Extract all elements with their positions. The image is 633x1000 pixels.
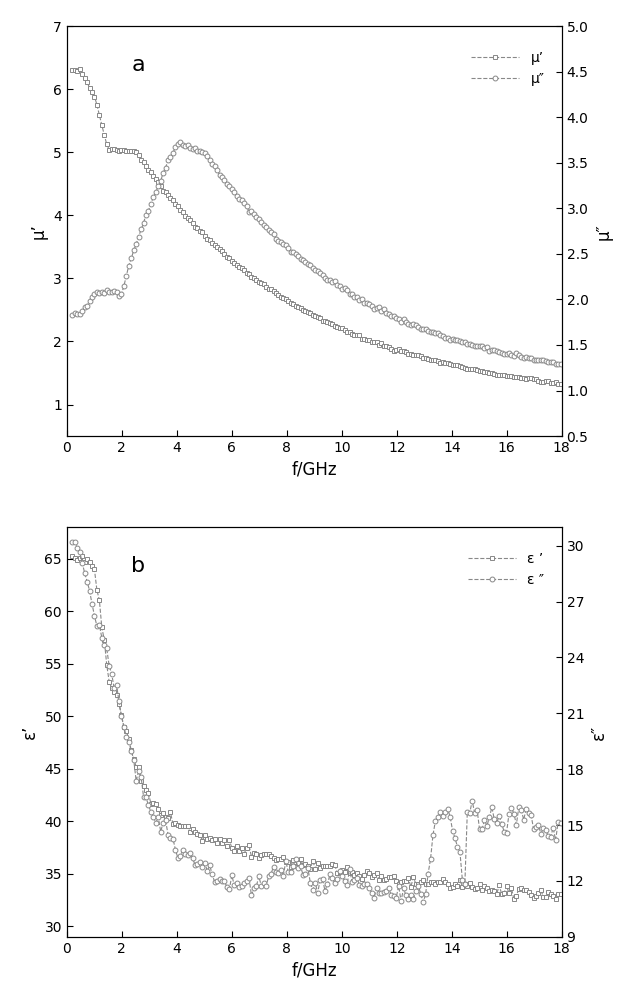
Y-axis label: μ″: μ″ [594,223,612,240]
Legend: μ’, μ″: μ’, μ″ [465,46,550,92]
ε ’ [160,807,167,819]
ε ″ [98,632,106,644]
μ″ [557,358,565,370]
ε ’ [68,550,76,562]
Line: ε ″: ε ″ [70,540,563,905]
μ’ [517,372,525,384]
μ″ [98,286,106,298]
ε ″ [199,861,206,873]
ε ″ [557,817,565,829]
ε ’ [510,893,518,905]
Line: μ’: μ’ [70,67,563,387]
X-axis label: f/GHz: f/GHz [292,961,337,979]
μ″ [552,358,560,370]
ε ’ [557,888,565,900]
Y-axis label: ε″: ε″ [590,724,608,740]
μ’ [76,63,84,75]
ε ″ [535,819,542,831]
ε ’ [88,560,96,572]
μ″ [535,354,542,366]
Y-axis label: ε’: ε’ [21,725,39,739]
μ″ [177,136,184,148]
ε ’ [535,887,542,899]
μ’ [535,375,542,387]
X-axis label: f/GHz: f/GHz [292,460,337,478]
ε ″ [88,598,96,610]
Legend: ε ’, ε ″: ε ’, ε ″ [462,546,550,592]
Text: a: a [131,55,145,75]
μ″ [160,167,167,179]
Y-axis label: μ’: μ’ [30,223,47,239]
ε ’ [517,882,525,894]
μ’ [555,378,562,390]
Line: ε ’: ε ’ [70,553,563,902]
μ’ [101,129,108,141]
μ’ [68,64,76,76]
μ″ [517,351,525,363]
μ″ [68,309,76,321]
μ’ [91,91,98,103]
Line: μ″: μ″ [70,140,563,366]
ε ″ [419,896,427,908]
μ’ [162,186,170,198]
μ″ [201,147,209,159]
ε ’ [199,835,206,847]
μ″ [88,291,96,303]
μ’ [557,378,565,390]
ε ’ [98,621,106,633]
μ’ [201,230,209,242]
ε ″ [160,817,167,829]
ε ″ [68,536,76,548]
Text: b: b [131,556,146,576]
ε ″ [517,804,525,816]
